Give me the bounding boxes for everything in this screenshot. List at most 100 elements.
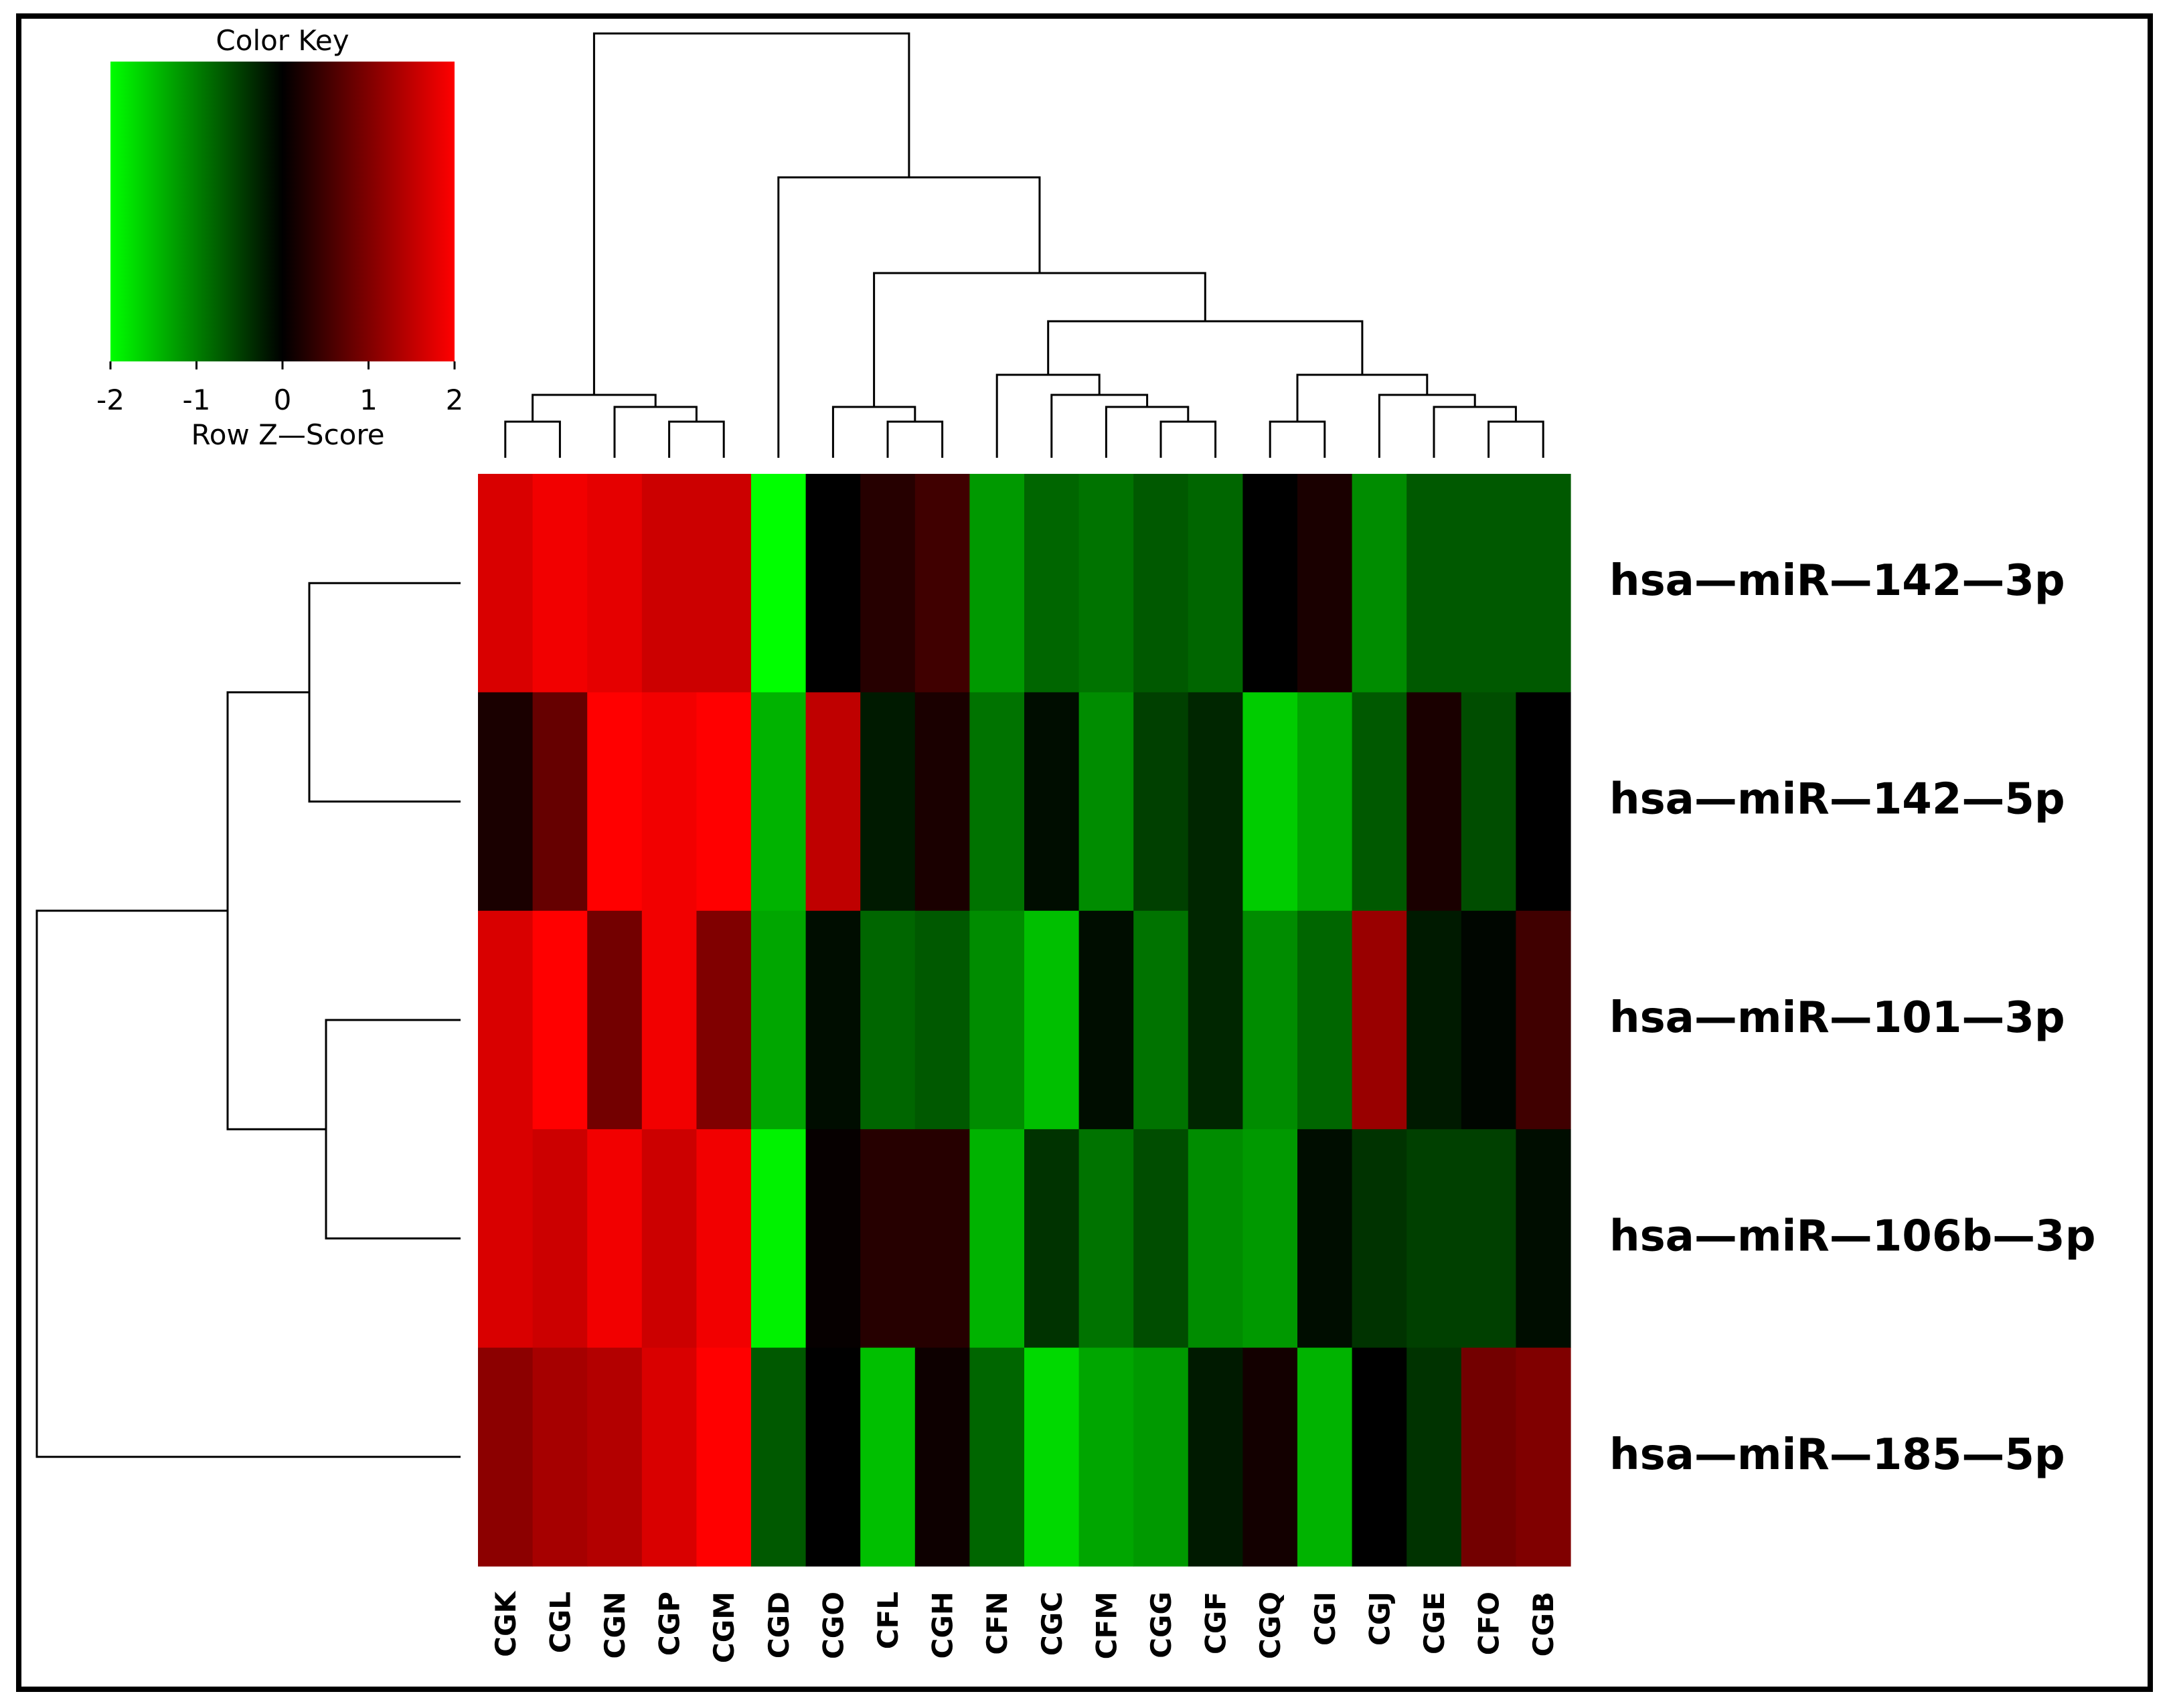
heatmap-cell — [751, 474, 807, 693]
heatmap-cell — [478, 910, 534, 1130]
row-dendrogram-branch — [325, 1019, 461, 1240]
column-label: CGM — [708, 1592, 740, 1663]
heatmap-cell — [1133, 474, 1189, 693]
row-label: hsa—miR—142—3p — [1609, 556, 2065, 606]
row-dendrogram-branch — [308, 582, 461, 803]
column-dendrogram-branch — [1159, 420, 1217, 458]
heatmap-cell — [860, 1347, 916, 1567]
row-label: hsa—miR—106b—3p — [1609, 1211, 2096, 1261]
heatmap-cell — [751, 910, 807, 1130]
heatmap-cell — [1133, 910, 1189, 1130]
heatmap-cell — [1461, 1129, 1516, 1349]
heatmap-cell — [1461, 692, 1516, 912]
column-label: CGG — [1145, 1592, 1178, 1658]
column-label: CGC — [1036, 1592, 1068, 1656]
heatmap-cell — [1024, 910, 1080, 1130]
heatmap-cell — [1242, 1129, 1298, 1349]
heatmap-cell — [805, 692, 861, 912]
heatmap-cell — [1242, 910, 1298, 1130]
color-key-title: Color Key — [216, 24, 349, 57]
heatmap-cell — [969, 692, 1025, 912]
heatmap-cell — [696, 1129, 752, 1349]
heatmap-cell — [1297, 474, 1353, 693]
heatmap-cell — [696, 1347, 752, 1567]
column-label: CGK — [489, 1591, 522, 1657]
heatmap-cell — [860, 910, 916, 1130]
heatmap-cell — [1297, 1129, 1353, 1349]
heatmap-cell — [1516, 910, 1571, 1130]
column-label: CGB — [1527, 1592, 1560, 1656]
color-key: Color Key -2 -1 0 1 2 Row Z—Score — [96, 24, 463, 451]
row-label: hsa—miR—142—5p — [1609, 775, 2065, 825]
heatmap-cell — [969, 1129, 1025, 1349]
heatmap-cell — [1133, 1347, 1189, 1567]
heatmap-cell — [805, 474, 861, 693]
heatmap-cell — [1297, 910, 1353, 1130]
heatmap-cell — [1461, 1347, 1516, 1567]
column-label: CGF — [1200, 1592, 1232, 1654]
column-label: CFO — [1473, 1592, 1506, 1655]
heatmap-cell — [860, 474, 916, 693]
column-label: CFM — [1090, 1592, 1123, 1659]
heatmap-cell — [587, 1129, 643, 1349]
heatmap-cells — [478, 474, 1571, 1567]
heatmap-cell — [1406, 910, 1462, 1130]
color-key-ticks: -2 -1 0 1 2 — [96, 361, 463, 416]
heatmap-cell — [1188, 1347, 1243, 1567]
row-label: hsa—miR—185—5p — [1609, 1430, 2065, 1480]
heatmap-cell — [1078, 1129, 1134, 1349]
heatmap-cell — [1461, 474, 1516, 693]
heatmap-cell — [641, 1129, 697, 1349]
heatmap-cell — [587, 910, 643, 1130]
column-dendrogram-branch — [1269, 420, 1326, 458]
column-dendrogram-branch — [777, 176, 1041, 458]
heatmap-cell — [1242, 692, 1298, 912]
column-dendrogram-branch — [1378, 394, 1476, 458]
heatmap-cell — [969, 474, 1025, 693]
column-dendrogram-branch — [1047, 320, 1364, 375]
column-label: CGO — [817, 1592, 850, 1659]
heatmap-cell — [1024, 474, 1080, 693]
row-dendrogram — [35, 582, 461, 1458]
column-dendrogram-branch — [1050, 394, 1149, 458]
heatmap-cell — [478, 692, 534, 912]
heatmap-cell — [805, 1129, 861, 1349]
heatmap-cell — [1352, 1129, 1407, 1349]
column-dendrogram-branch — [1296, 373, 1429, 422]
row-label: hsa—miR—101—3p — [1609, 993, 2065, 1043]
column-label: CGE — [1418, 1592, 1451, 1654]
heatmap-cell — [860, 692, 916, 912]
column-label: CFN — [981, 1592, 1014, 1655]
heatmap-cell — [478, 1347, 534, 1567]
heatmap-cell — [1297, 692, 1353, 912]
row-dendrogram-branch — [35, 910, 461, 1458]
heatmap-cell — [641, 692, 697, 912]
column-dendrogram-branch — [613, 406, 698, 458]
heatmap-cell — [1461, 910, 1516, 1130]
heatmap-cell — [914, 474, 970, 693]
column-dendrogram-branch — [668, 420, 725, 458]
color-key-tick-label: 1 — [359, 383, 378, 416]
heatmap-cell — [969, 910, 1025, 1130]
column-dendrogram-branch — [886, 420, 944, 458]
heatmap-cell — [696, 910, 752, 1130]
color-key-tick-label: 2 — [446, 383, 464, 416]
heatmap-cell — [1352, 1347, 1407, 1567]
column-label: CGD — [762, 1592, 795, 1658]
heatmap-cell — [1024, 692, 1080, 912]
heatmap-cell — [751, 692, 807, 912]
heatmap-cell — [1352, 692, 1407, 912]
heatmap-cell — [532, 474, 588, 693]
heatmap-cell — [1078, 474, 1134, 693]
heatmap-cell — [1078, 692, 1134, 912]
heatmap-cell — [1516, 1129, 1571, 1349]
heatmap-cell — [751, 1129, 807, 1349]
heatmap-cell — [641, 910, 697, 1130]
heatmap-cell — [914, 1347, 970, 1567]
column-dendrogram-branch — [1433, 406, 1517, 458]
heatmap-cell — [1242, 474, 1298, 693]
color-key-tick-label: -2 — [96, 383, 125, 416]
heatmap-cell — [532, 1129, 588, 1349]
column-label: CGP — [653, 1592, 686, 1656]
heatmap-cell — [1133, 1129, 1189, 1349]
